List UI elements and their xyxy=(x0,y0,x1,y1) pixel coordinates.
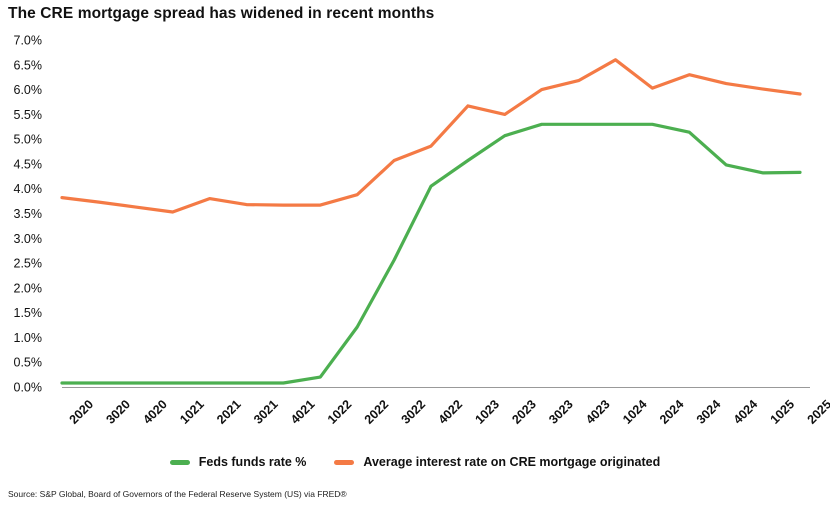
chart-title: The CRE mortgage spread has widened in r… xyxy=(8,5,435,22)
source-note: Source: S&P Global, Board of Governors o… xyxy=(8,489,347,499)
series-line-fed-funds xyxy=(60,122,802,385)
x-tick-label: 3024 xyxy=(694,397,724,427)
x-tick-label: 1023 xyxy=(472,397,502,427)
y-tick-label: 6.0% xyxy=(14,83,43,97)
x-tick-label: 3023 xyxy=(546,397,576,427)
x-tick-label: 2023 xyxy=(509,397,539,427)
legend-swatch-green xyxy=(169,459,190,465)
y-tick-label: 1.5% xyxy=(14,306,43,320)
y-tick-label: 4.0% xyxy=(14,182,43,196)
y-axis-ticks: 0.0% 0.5% 1.0% 1.5% 2.0% 2.5% 3.0% 3.5% 4.0% 4.5%… xyxy=(14,34,43,395)
legend: Feds funds rate % Average interest rate … xyxy=(0,455,830,469)
x-tick-label: 2021 xyxy=(214,397,244,427)
series-lines xyxy=(60,58,802,385)
y-tick-label: 6.5% xyxy=(14,58,43,72)
y-tick-label: 3.5% xyxy=(14,207,43,221)
y-tick-label: 0.5% xyxy=(14,356,43,370)
x-tick-label: 2022 xyxy=(362,397,392,427)
x-tick-label: 2020 xyxy=(67,397,97,427)
x-tick-label: 1024 xyxy=(620,397,650,427)
legend-label-cre-rate: Average interest rate on CRE mortgage or… xyxy=(363,455,661,469)
y-tick-label: 1.0% xyxy=(14,331,43,345)
y-tick-label: 0.0% xyxy=(14,381,43,395)
y-tick-label: 5.0% xyxy=(14,133,43,147)
legend-swatch-orange xyxy=(334,459,355,465)
x-tick-label: 2025 xyxy=(805,397,830,427)
y-tick-label: 7.0% xyxy=(14,34,43,48)
y-tick-label: 4.5% xyxy=(14,157,43,171)
x-tick-label: 1021 xyxy=(177,397,207,427)
line-chart: 0.0% 0.5% 1.0% 1.5% 2.0% 2.5% 3.0% 3.5% 4.0% 4.5%… xyxy=(14,34,830,427)
x-tick-label: 4024 xyxy=(731,397,761,427)
x-tick-label: 3022 xyxy=(399,397,429,427)
legend-item-fed-funds: Feds funds rate % xyxy=(169,455,307,469)
x-tick-label: 3021 xyxy=(251,397,281,427)
y-tick-label: 2.5% xyxy=(14,257,43,271)
x-tick-label: 4020 xyxy=(140,397,170,427)
y-tick-label: 5.5% xyxy=(14,108,43,122)
x-tick-label: 4022 xyxy=(436,397,466,427)
y-tick-label: 3.0% xyxy=(14,232,43,246)
legend-label-fed-funds: Feds funds rate % xyxy=(198,455,307,469)
x-tick-label: 3020 xyxy=(103,397,133,427)
legend-item-cre-rate: Average interest rate on CRE mortgage or… xyxy=(334,455,660,469)
y-tick-label: 2.0% xyxy=(14,281,43,295)
x-tick-label: 2024 xyxy=(657,397,687,427)
x-tick-label: 1022 xyxy=(325,397,355,427)
x-tick-label: 1025 xyxy=(768,397,798,427)
x-tick-label: 4023 xyxy=(583,397,613,427)
x-tick-label: 4021 xyxy=(288,397,318,427)
series-line-cre-rate xyxy=(60,58,802,214)
x-axis-ticks: 2020 3020 4020 1021 2021 3021 4021 1022 2022 3022… xyxy=(67,397,830,427)
